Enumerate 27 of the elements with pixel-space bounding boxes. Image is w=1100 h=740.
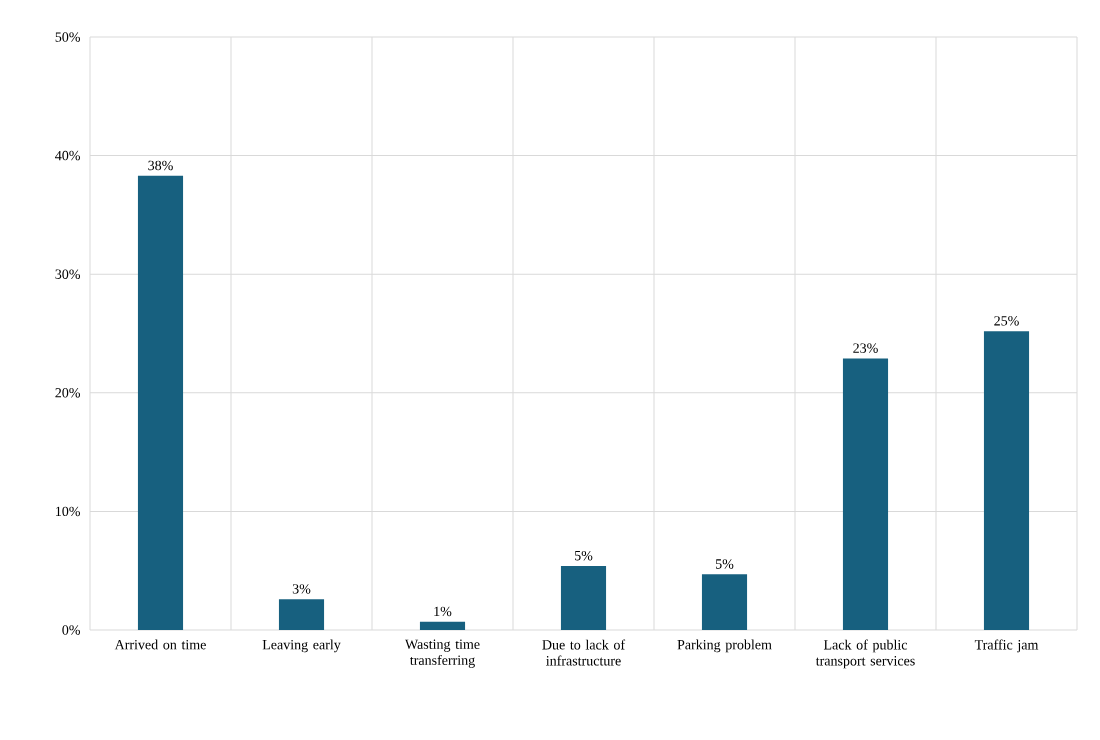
bar (842, 358, 889, 630)
x-tick-label: Traffic jam (974, 639, 1039, 653)
data-label: 38% (148, 160, 173, 171)
data-label: 5% (715, 559, 734, 569)
bar (278, 599, 325, 630)
y-tick-label: 30% (55, 269, 80, 279)
x-tick-label: Wasting time transferring (404, 639, 480, 668)
y-tick-label: 10% (56, 506, 80, 517)
data-label: 1% (434, 606, 452, 617)
bar (701, 574, 748, 630)
x-tick-label: Arrived on time (114, 639, 206, 650)
bar (137, 175, 184, 630)
y-tick-label: 40% (55, 150, 80, 161)
x-tick-label: Leaving early (262, 639, 341, 653)
x-tick-label: Due to lack of infrastructure (542, 639, 626, 666)
x-tick-label: Lack of public transport services (815, 639, 915, 669)
bar (560, 565, 607, 630)
y-tick-label: 50% (55, 32, 80, 42)
data-label: 23% (853, 343, 878, 353)
y-tick-label: 20% (55, 388, 80, 398)
data-label: 5% (574, 550, 593, 561)
data-label: 25% (994, 316, 1019, 326)
bar (419, 621, 466, 630)
y-tick-label: 0% (62, 625, 80, 635)
x-tick-label: Parking problem (677, 639, 772, 653)
bar (983, 331, 1030, 630)
data-label: 3% (292, 584, 311, 594)
